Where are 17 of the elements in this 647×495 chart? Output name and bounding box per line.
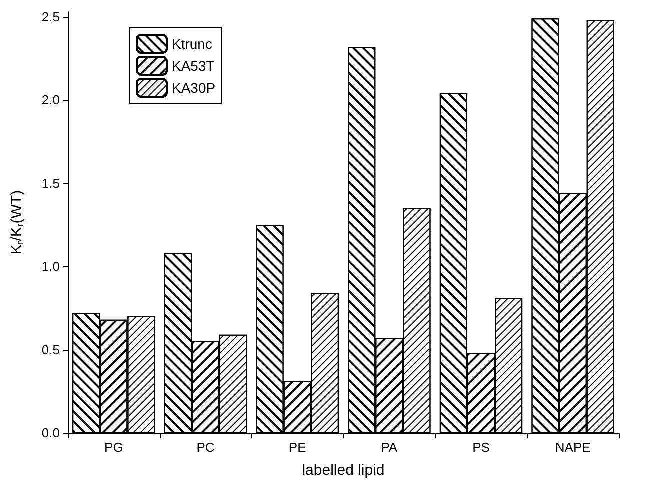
x-tick-label: PC: [196, 440, 215, 455]
x-axis-title: labelled lipid: [302, 462, 385, 479]
legend-label: KA53T: [172, 58, 216, 74]
x-tick-label: NAPE: [555, 440, 592, 455]
y-tick-label: 0.0: [42, 426, 60, 440]
y-axis-title: Kr/Kr(WT): [8, 190, 26, 255]
x-tick-label: PA: [381, 440, 398, 455]
y-tick-label: 1.0: [42, 259, 60, 274]
y-tick-label: 2.5: [42, 9, 60, 24]
y-tick-label: 2.0: [42, 92, 60, 108]
x-tick-label: PG: [104, 440, 124, 455]
legend-label: Ktrunc: [172, 36, 212, 52]
x-tick-label: PS: [472, 440, 490, 455]
legend-label: KA30P: [172, 80, 216, 96]
y-tick-label: 0.5: [42, 342, 60, 358]
y-tick-label: 1.5: [42, 176, 60, 191]
x-tick-label: PE: [288, 440, 307, 455]
